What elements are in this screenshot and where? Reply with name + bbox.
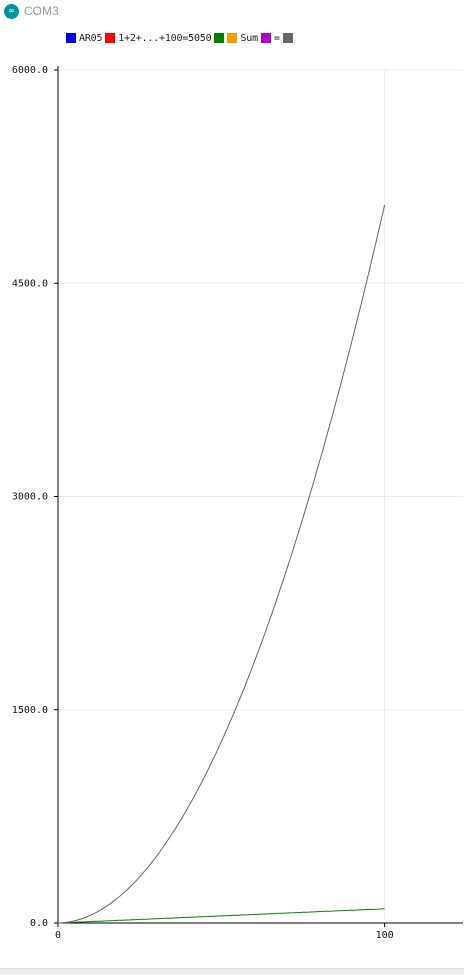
series-line-0: [58, 909, 385, 923]
y-tick-label: 0.0: [30, 918, 48, 929]
x-tick-label: 100: [376, 930, 394, 941]
y-tick-label: 1500.0: [12, 705, 48, 716]
y-tick-label: 6000.0: [12, 65, 48, 76]
y-tick-label: 4500.0: [12, 278, 48, 289]
x-tick-label: 0: [55, 930, 61, 941]
series-line-1: [58, 205, 385, 923]
y-tick-label: 3000.0: [12, 492, 48, 503]
